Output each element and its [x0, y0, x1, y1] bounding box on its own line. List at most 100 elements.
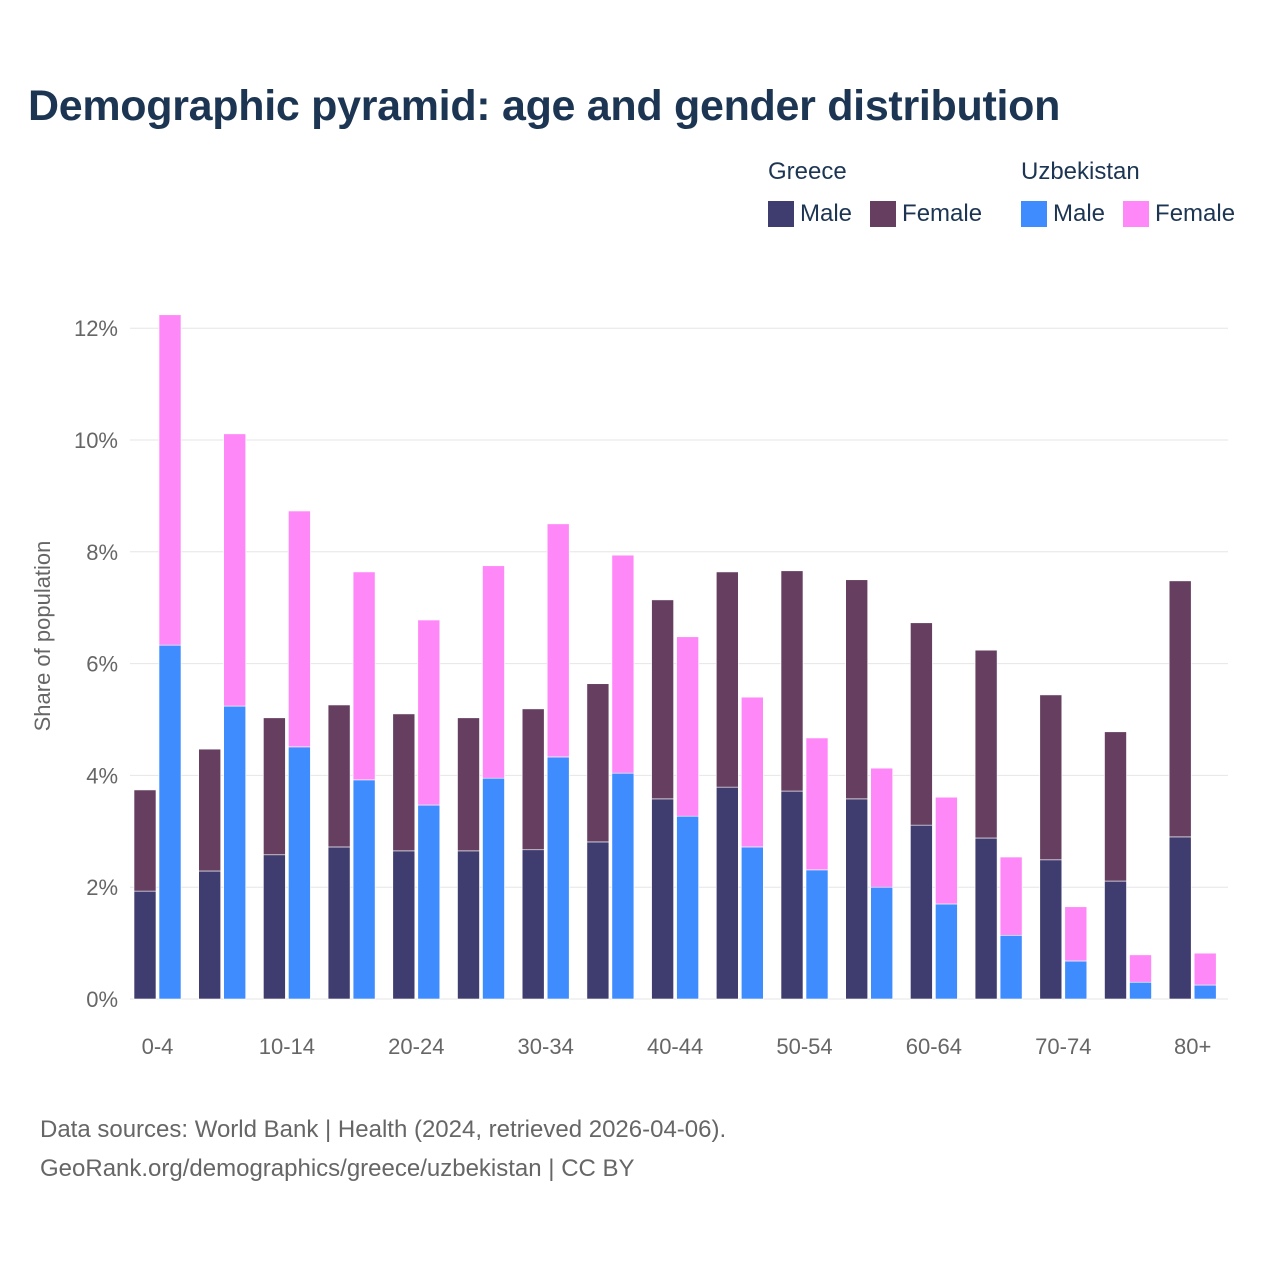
bar-greece-male-40-44: [651, 798, 674, 1000]
bar-greece-male-20-24: [392, 850, 416, 1000]
bar-greece-male-65-69: [974, 837, 998, 1000]
x-tick-label: 10-14: [259, 1034, 315, 1059]
legend-item-uzbekistan-male[interactable]: Male: [1021, 200, 1105, 228]
bar-greece-male-25-29: [457, 850, 480, 1000]
bar-greece-female-55-59: [845, 579, 869, 800]
chart-title: Demographic pyramid: age and gender dist…: [28, 82, 1061, 130]
bar-greece-female-10-14: [263, 717, 286, 856]
bar-greece-male-30-34: [521, 849, 545, 1000]
bar-uzbekistan-female-65-69: [999, 856, 1023, 936]
bar-greece-male-10-14: [263, 854, 286, 1000]
legend-swatch: [870, 201, 897, 227]
bar-greece-male-35-39: [586, 841, 610, 1000]
bar-greece-male-70-74: [1039, 859, 1063, 1000]
bar-greece-male-50-54: [780, 790, 804, 1000]
y-tick-label: 2%: [86, 875, 118, 900]
x-tick-label: 60-64: [906, 1034, 962, 1059]
bar-uzbekistan-male-40-44: [676, 815, 699, 1000]
bar-uzbekistan-male-20-24: [417, 804, 441, 1000]
legend-label: Female: [1155, 200, 1236, 227]
source-line-2: GeoRank.org/demographics/greece/uzbekist…: [40, 1155, 635, 1182]
bar-uzbekistan-female-10-14: [288, 510, 311, 748]
bar-uzbekistan-female-70-74: [1064, 906, 1088, 962]
bar-uzbekistan-male-75-79: [1129, 981, 1152, 1000]
bar-uzbekistan-male-5-9: [223, 705, 246, 1000]
bar-uzbekistan-female-20-24: [417, 619, 441, 806]
bar-uzbekistan-male-50-54: [805, 869, 829, 1000]
bar-uzbekistan-female-5-9: [223, 433, 246, 707]
bar-uzbekistan-male-60-64: [935, 903, 958, 1000]
y-tick-label: 10%: [74, 428, 118, 453]
bar-greece-female-80+: [1168, 580, 1192, 838]
bar-greece-female-30-34: [521, 708, 545, 851]
bar-greece-female-70-74: [1039, 694, 1063, 861]
bar-uzbekistan-female-0-4: [158, 314, 182, 646]
legend-item-greece-female[interactable]: Female: [870, 200, 982, 228]
bar-greece-female-75-79: [1104, 731, 1127, 882]
y-tick-label: 8%: [86, 540, 118, 565]
bar-uzbekistan-female-35-39: [611, 554, 635, 774]
bar-uzbekistan-male-30-34: [546, 756, 570, 1000]
legend-uzbekistan: Uzbekistan Male Female: [1021, 158, 1235, 228]
legend-swatch: [768, 201, 794, 227]
bar-greece-female-65-69: [974, 649, 998, 839]
bar-greece-male-60-64: [910, 824, 933, 1000]
x-tick-label: 40-44: [647, 1034, 703, 1059]
bar-greece-female-45-49: [715, 571, 739, 788]
x-tick-label: 50-54: [776, 1034, 832, 1059]
bar-uzbekistan-male-55-59: [870, 886, 894, 1000]
bar-uzbekistan-male-0-4: [158, 644, 182, 1000]
bar-greece-female-40-44: [651, 599, 674, 800]
legend-group-name: Uzbekistan: [1021, 158, 1140, 185]
y-tick-label: 0%: [86, 987, 118, 1012]
bar-greece-male-80+: [1168, 836, 1192, 1000]
bar-uzbekistan-male-65-69: [999, 934, 1023, 1000]
bar-uzbekistan-female-40-44: [676, 636, 699, 817]
bar-greece-female-25-29: [457, 717, 480, 852]
bar-greece-female-15-19: [327, 704, 351, 848]
bar-uzbekistan-male-35-39: [611, 772, 635, 1000]
bar-greece-female-50-54: [780, 570, 804, 792]
bar-greece-female-5-9: [198, 748, 221, 872]
y-tick-label: 6%: [86, 652, 118, 677]
source-line-1: Data sources: World Bank | Health (2024,…: [40, 1116, 727, 1143]
x-tick-label: 20-24: [388, 1034, 444, 1059]
y-tick-label: 12%: [74, 316, 118, 341]
bar-greece-female-60-64: [910, 622, 933, 826]
bar-uzbekistan-male-10-14: [288, 746, 311, 1000]
legend-item-greece-male[interactable]: Male: [768, 200, 852, 228]
bar-uzbekistan-male-70-74: [1064, 960, 1088, 1000]
x-tick-label: 70-74: [1035, 1034, 1091, 1059]
legend-greece: Greece Male Female: [768, 158, 982, 228]
bar-greece-male-55-59: [845, 798, 869, 1000]
bar-greece-female-0-4: [133, 789, 157, 892]
bar-uzbekistan-female-60-64: [935, 796, 958, 905]
legend-label: Male: [1053, 200, 1106, 227]
x-tick-label: 80+: [1174, 1034, 1211, 1059]
bar-uzbekistan-male-25-29: [482, 777, 505, 1000]
bar-uzbekistan-male-45-49: [740, 846, 764, 1000]
bar-uzbekistan-female-30-34: [546, 523, 570, 758]
bar-uzbekistan-female-80+: [1193, 952, 1217, 986]
bar-uzbekistan-male-15-19: [352, 779, 376, 1000]
bar-greece-female-35-39: [586, 683, 610, 843]
y-axis-label: Share of population: [30, 541, 55, 732]
legend-label: Male: [800, 200, 853, 227]
bar-greece-male-45-49: [715, 786, 739, 1000]
legend-swatch: [1021, 201, 1047, 227]
bar-uzbekistan-female-50-54: [805, 737, 829, 871]
y-tick-label: 4%: [86, 763, 118, 788]
x-tick-label: 30-34: [518, 1034, 574, 1059]
bar-uzbekistan-female-45-49: [740, 696, 764, 848]
legend-group-name: Greece: [768, 158, 847, 185]
bar-uzbekistan-female-15-19: [352, 571, 376, 781]
bar-greece-male-0-4: [133, 890, 157, 1000]
bar-greece-male-75-79: [1104, 880, 1127, 1000]
bar-uzbekistan-female-75-79: [1129, 954, 1152, 983]
bar-uzbekistan-female-55-59: [870, 767, 894, 888]
legend-swatch: [1123, 201, 1150, 227]
bar-greece-female-20-24: [392, 713, 416, 852]
bar-uzbekistan-female-25-29: [482, 565, 505, 779]
legend-item-uzbekistan-female[interactable]: Female: [1123, 200, 1235, 228]
